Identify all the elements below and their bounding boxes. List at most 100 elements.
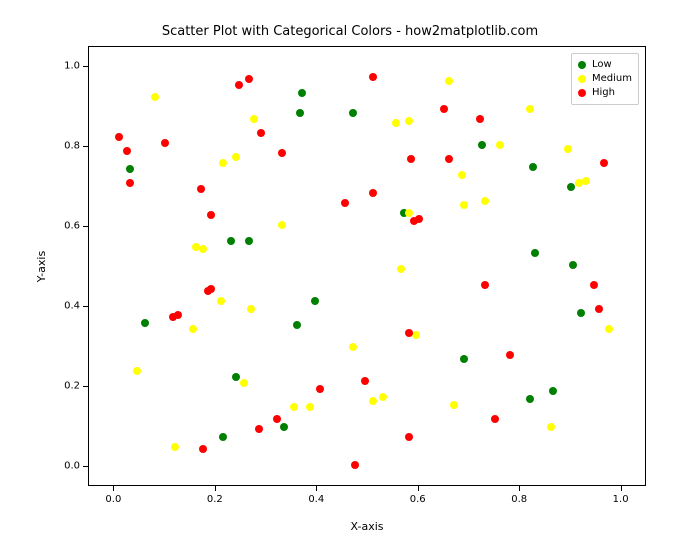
scatter-point xyxy=(217,297,225,305)
scatter-point xyxy=(496,141,504,149)
scatter-point xyxy=(311,297,319,305)
scatter-point xyxy=(379,393,387,401)
scatter-point xyxy=(412,331,420,339)
scatter-point xyxy=(590,281,598,289)
scatter-point xyxy=(115,133,123,141)
x-tick xyxy=(113,486,114,491)
x-axis-label: X-axis xyxy=(88,520,646,533)
scatter-point xyxy=(219,433,227,441)
scatter-point xyxy=(174,311,182,319)
scatter-point xyxy=(245,75,253,83)
scatter-point xyxy=(349,343,357,351)
y-tick-label: 0.4 xyxy=(58,301,80,312)
scatter-point xyxy=(189,325,197,333)
scatter-point xyxy=(245,237,253,245)
legend-label: High xyxy=(592,86,615,100)
scatter-point xyxy=(547,423,555,431)
scatter-point xyxy=(341,199,349,207)
scatter-point xyxy=(235,81,243,89)
scatter-point xyxy=(397,265,405,273)
scatter-point xyxy=(296,109,304,117)
x-tick-label: 0.6 xyxy=(410,494,426,505)
scatter-point xyxy=(415,215,423,223)
scatter-point xyxy=(306,403,314,411)
scatter-point xyxy=(478,141,486,149)
scatter-point xyxy=(440,105,448,113)
x-tick-label: 0.4 xyxy=(308,494,324,505)
legend-item: Low xyxy=(578,58,632,72)
scatter-point xyxy=(491,415,499,423)
scatter-point xyxy=(392,119,400,127)
scatter-point xyxy=(405,117,413,125)
scatter-point xyxy=(290,403,298,411)
scatter-point xyxy=(531,249,539,257)
legend-label: Low xyxy=(592,58,612,72)
scatter-point xyxy=(506,351,514,359)
scatter-point xyxy=(126,165,134,173)
scatter-point xyxy=(450,401,458,409)
y-axis-label-text: Y-axis xyxy=(36,250,49,281)
y-axis-label: Y-axis xyxy=(34,46,50,486)
scatter-point xyxy=(273,415,281,423)
scatter-point xyxy=(600,159,608,167)
scatter-point xyxy=(405,209,413,217)
scatter-point xyxy=(476,115,484,123)
scatter-point xyxy=(126,179,134,187)
legend-marker-icon xyxy=(578,61,586,69)
scatter-point xyxy=(529,163,537,171)
scatter-point xyxy=(161,139,169,147)
x-tick xyxy=(215,486,216,491)
x-tick-label: 0.2 xyxy=(207,494,223,505)
scatter-point xyxy=(257,129,265,137)
scatter-point xyxy=(197,185,205,193)
y-tick-label: 0.2 xyxy=(58,381,80,392)
x-tick xyxy=(519,486,520,491)
scatter-point xyxy=(278,149,286,157)
x-tick xyxy=(621,486,622,491)
scatter-point xyxy=(255,425,263,433)
legend-item: High xyxy=(578,86,632,100)
scatter-point xyxy=(123,147,131,155)
scatter-point xyxy=(250,115,258,123)
scatter-point xyxy=(171,443,179,451)
scatter-point xyxy=(247,305,255,313)
scatter-point xyxy=(458,171,466,179)
legend-marker-icon xyxy=(578,89,586,97)
scatter-point xyxy=(526,105,534,113)
legend-label: Medium xyxy=(592,72,632,86)
scatter-point xyxy=(141,319,149,327)
scatter-point xyxy=(351,461,359,469)
figure: Scatter Plot with Categorical Colors - h… xyxy=(0,0,700,560)
scatter-point xyxy=(577,309,585,317)
scatter-point xyxy=(133,367,141,375)
scatter-point xyxy=(278,221,286,229)
scatter-point xyxy=(445,77,453,85)
y-tick-label: 0.0 xyxy=(58,461,80,472)
scatter-point xyxy=(280,423,288,431)
x-tick-label: 0.0 xyxy=(105,494,121,505)
scatter-point xyxy=(293,321,301,329)
plot-area: LowMediumHigh xyxy=(88,46,646,486)
y-tick xyxy=(83,466,88,467)
scatter-point xyxy=(549,387,557,395)
scatter-point xyxy=(199,245,207,253)
chart-title: Scatter Plot with Categorical Colors - h… xyxy=(0,24,700,39)
scatter-point xyxy=(361,377,369,385)
scatter-point xyxy=(460,201,468,209)
scatter-point xyxy=(564,145,572,153)
scatter-point xyxy=(369,73,377,81)
scatter-point xyxy=(240,379,248,387)
scatter-point xyxy=(232,373,240,381)
scatter-point xyxy=(369,189,377,197)
scatter-point xyxy=(595,305,603,313)
scatter-point xyxy=(227,237,235,245)
scatter-point xyxy=(582,177,590,185)
y-tick-label: 1.0 xyxy=(58,61,80,72)
scatter-point xyxy=(298,89,306,97)
scatter-point xyxy=(605,325,613,333)
scatter-point xyxy=(405,329,413,337)
x-tick xyxy=(418,486,419,491)
y-tick xyxy=(83,146,88,147)
scatter-point xyxy=(316,385,324,393)
y-tick-label: 0.8 xyxy=(58,141,80,152)
